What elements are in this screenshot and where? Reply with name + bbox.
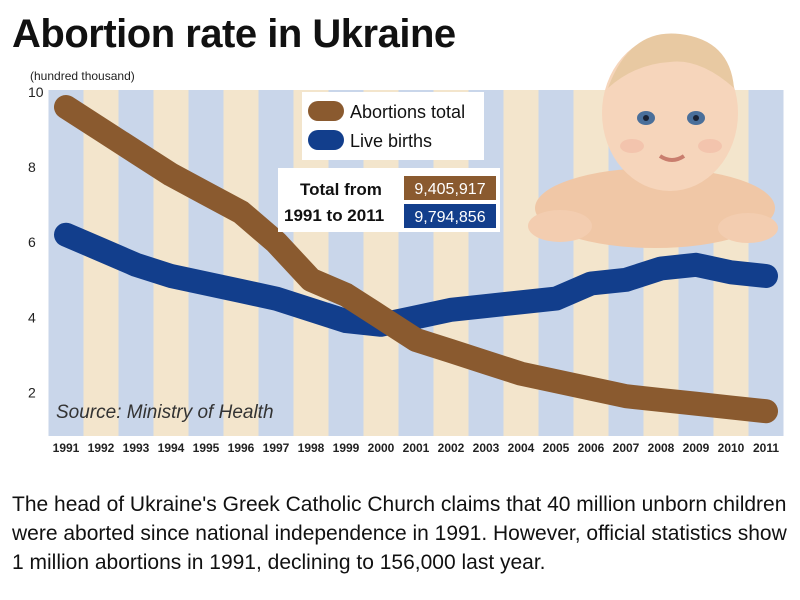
x-axis: 1991 1992 1993 1994 1995 1996 1997 1998 1999 2000…: [53, 441, 780, 455]
y-tick-label: 10: [28, 84, 44, 100]
x-tick-label: 1993: [123, 441, 150, 455]
totals-label-line2: 1991 to 2011: [284, 206, 384, 225]
x-tick-label: 2005: [543, 441, 570, 455]
series-line-live-births: [54, 222, 778, 337]
baby-right-hand: [718, 213, 778, 243]
source-note: Source: Ministry of Health: [56, 402, 274, 423]
legend: Abortions total Live births: [302, 92, 484, 160]
x-tick-label: 1996: [228, 441, 255, 455]
stripe-1996: [223, 90, 259, 436]
baby-right-pupil: [693, 115, 699, 121]
totals-label-line1: Total from: [300, 180, 382, 199]
chart-title: Abortion rate in Ukraine: [12, 12, 456, 56]
y-tick-label: 2: [28, 384, 36, 400]
caption-text: The head of Ukraine's Greek Catholic Chu…: [12, 493, 787, 574]
x-tick-label: 2011: [753, 441, 779, 455]
x-tick-label: 1999: [333, 441, 360, 455]
x-tick-label: 2008: [648, 441, 675, 455]
total-births-badge: [404, 204, 496, 228]
x-tick-label: 2001: [403, 441, 430, 455]
baby-left-pupil: [643, 115, 649, 121]
x-tick-label: 2009: [683, 441, 710, 455]
totals-box: Total from 1991 to 2011 9,405,917 9,794,…: [278, 168, 500, 232]
y-tick-label: 6: [28, 234, 36, 250]
stripe-1995: [188, 90, 224, 436]
baby-body: [535, 168, 775, 248]
y-axis-unit-label: (hundred thousand): [30, 69, 135, 83]
y-tick-label: 4: [28, 309, 36, 325]
legend-label-births: Live births: [350, 131, 432, 151]
baby-right-cheek: [698, 139, 722, 153]
baby-hair: [608, 33, 734, 88]
baby-left-hand: [528, 210, 592, 242]
x-tick-label: 1998: [298, 441, 325, 455]
x-tick-label: 2007: [613, 441, 640, 455]
total-abortions-badge: [404, 176, 496, 200]
series-line-abortions-total: [54, 95, 778, 424]
x-tick-label: 2010: [718, 441, 745, 455]
total-abortions-value: 9,405,917: [414, 181, 485, 198]
x-tick-label: 2004: [508, 441, 535, 455]
x-tick-label: 2000: [368, 441, 395, 455]
x-tick-label: 2003: [473, 441, 500, 455]
total-births-value: 9,794,856: [414, 209, 485, 226]
x-tick-label: 1994: [158, 441, 185, 455]
y-tick-label: 8: [28, 159, 36, 175]
legend-swatch-abortions: [308, 101, 344, 121]
y-axis: 10 8 6 4 2: [28, 84, 44, 400]
series-lines: [54, 95, 778, 424]
legend-label-abortions: Abortions total: [350, 102, 465, 122]
baby-mouth: [658, 154, 686, 162]
x-tick-label: 1997: [263, 441, 290, 455]
x-tick-label: 1991: [53, 441, 80, 455]
x-tick-label: 2006: [578, 441, 605, 455]
baby-illustration: [528, 33, 778, 248]
stripe-1991: [48, 90, 84, 436]
baby-left-cheek: [620, 139, 644, 153]
x-tick-label: 2002: [438, 441, 465, 455]
legend-swatch-births: [308, 130, 344, 150]
x-tick-label: 1995: [193, 441, 220, 455]
x-tick-label: 1992: [88, 441, 115, 455]
